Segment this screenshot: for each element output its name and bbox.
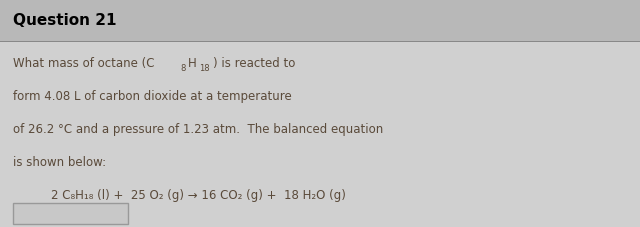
Text: of 26.2 °C and a pressure of 1.23 atm.  The balanced equation: of 26.2 °C and a pressure of 1.23 atm. T…: [13, 123, 383, 136]
Text: Question 21: Question 21: [13, 13, 116, 28]
Text: 18: 18: [199, 64, 210, 73]
Text: form 4.08 L of carbon dioxide at a temperature: form 4.08 L of carbon dioxide at a tempe…: [13, 90, 292, 103]
Text: 8: 8: [180, 64, 186, 73]
Text: H: H: [188, 57, 196, 70]
Text: What mass of octane (C: What mass of octane (C: [13, 57, 154, 70]
Bar: [0, 0, 640, 41]
Text: ) is reacted to: ) is reacted to: [213, 57, 296, 70]
FancyBboxPatch shape: [13, 203, 128, 224]
Text: 2 C₈H₁₈ (l) +  25 O₂ (g) → 16 CO₂ (g) +  18 H₂O (g): 2 C₈H₁₈ (l) + 25 O₂ (g) → 16 CO₂ (g) + 1…: [51, 189, 346, 202]
Bar: [0, 41, 640, 42]
Text: is shown below:: is shown below:: [13, 156, 106, 169]
